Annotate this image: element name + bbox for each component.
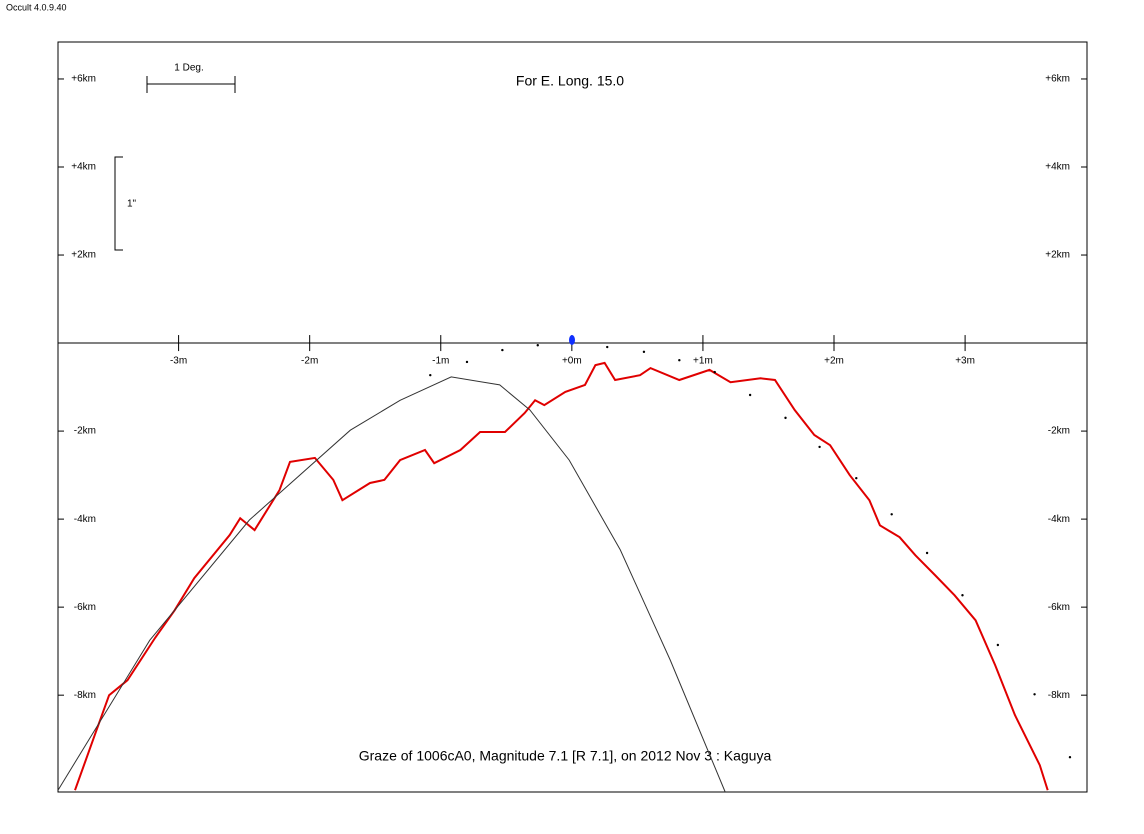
x-tick-label: -1m bbox=[432, 356, 449, 367]
limb-dot bbox=[890, 513, 893, 516]
limb-dot bbox=[925, 551, 929, 555]
x-tick-label: +0m bbox=[562, 356, 582, 367]
deg-scale-label: 1 Deg. bbox=[174, 63, 203, 74]
limb-dot bbox=[501, 348, 504, 352]
limb-dot bbox=[465, 360, 469, 364]
y-tick-label: +2km bbox=[1045, 250, 1070, 261]
limb-dot bbox=[818, 445, 821, 449]
x-tick-label: +2m bbox=[824, 356, 844, 367]
chart-title: For E. Long. 15.0 bbox=[516, 73, 624, 89]
x-tick-label: -2m bbox=[301, 356, 318, 367]
limb-dot bbox=[429, 373, 432, 377]
limb-profile bbox=[74, 361, 1049, 791]
scale-bars bbox=[114, 76, 236, 251]
limb-dot bbox=[961, 594, 964, 597]
x-tick-label: +1m bbox=[693, 356, 713, 367]
limb-dot bbox=[606, 345, 609, 349]
plot-frame bbox=[57, 41, 1088, 793]
limb-dot bbox=[713, 370, 716, 374]
limb-dot bbox=[855, 476, 858, 480]
limb-dot bbox=[784, 416, 787, 420]
y-tick-label: +6km bbox=[71, 74, 96, 85]
arcsec-scale-bar bbox=[114, 156, 123, 251]
limb-dot bbox=[1068, 756, 1072, 759]
limb-dot bbox=[678, 359, 681, 362]
y-tick-label: +2km bbox=[71, 250, 96, 261]
observer-marker bbox=[569, 335, 575, 345]
limb-dot bbox=[996, 643, 1000, 647]
y-tick-label: -2km bbox=[1048, 426, 1070, 437]
limb-dot bbox=[642, 350, 646, 354]
y-tick-label: -8km bbox=[74, 690, 96, 701]
y-tick-label: -4km bbox=[1048, 514, 1070, 525]
caption: Graze of 1006cA0, Magnitude 7.1 [R 7.1],… bbox=[359, 748, 772, 764]
app-label: Occult 4.0.9.40 bbox=[6, 2, 67, 12]
x-tick-label: -3m bbox=[170, 356, 187, 367]
y-tick-label: -8km bbox=[1048, 690, 1070, 701]
y-tick-label: +4km bbox=[71, 162, 96, 173]
y-tick-label: -6km bbox=[74, 602, 96, 613]
deg-scale-bar bbox=[146, 76, 236, 93]
arcsec-scale-label: 1" bbox=[127, 199, 137, 210]
y-tick-label: -6km bbox=[1048, 602, 1070, 613]
limb-dot bbox=[536, 344, 539, 347]
y-tick-label: -4km bbox=[74, 514, 96, 525]
limb-dot bbox=[1033, 693, 1036, 696]
y-tick-label: -2km bbox=[74, 426, 96, 437]
limb-dot bbox=[748, 393, 752, 397]
x-tick-label: +3m bbox=[955, 356, 975, 367]
y-tick-label: +6km bbox=[1045, 74, 1070, 85]
path-curve bbox=[57, 376, 726, 793]
y-tick-label: +4km bbox=[1045, 162, 1070, 173]
